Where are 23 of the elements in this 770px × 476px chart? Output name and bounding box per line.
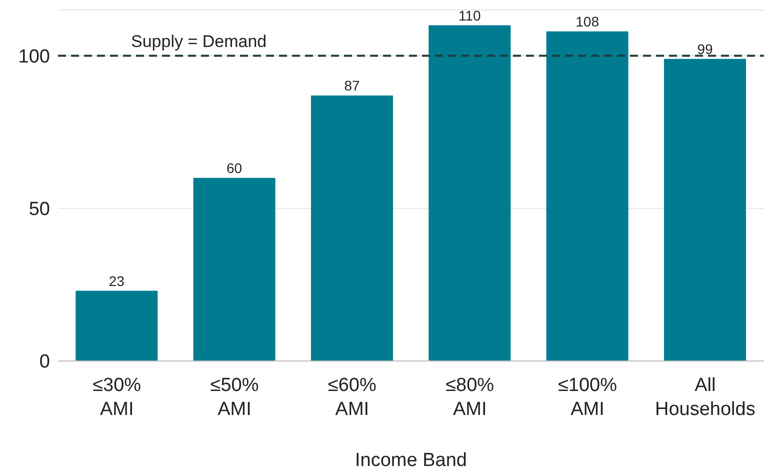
data-label: 99 (697, 40, 713, 57)
bar (428, 25, 511, 361)
x-tick-label: ≤100% AMI (558, 375, 618, 420)
x-tick-label: ≤60% AMI (328, 375, 376, 420)
y-tick-label: 0 (39, 352, 50, 373)
data-label: 23 (108, 272, 125, 289)
x-tick-label: All Households (654, 375, 756, 420)
y-tick-label: 100 (18, 46, 50, 68)
bar (664, 58, 746, 361)
ref-line-label: Supply = Demand (131, 32, 267, 51)
y-tick-label: 50 (28, 199, 50, 220)
data-label: 110 (458, 7, 482, 24)
data-label: 60 (226, 160, 242, 176)
x-tick-label: ≤30% AMI (92, 375, 142, 420)
data-label: 87 (344, 77, 360, 94)
x-tick-label: ≤50% AMI (210, 375, 259, 420)
bar (76, 290, 158, 361)
bar (193, 178, 276, 361)
bar (546, 31, 628, 361)
bar (310, 95, 393, 361)
x-axis-title: Income Band (355, 450, 467, 471)
x-tick-label: ≤80% AMI (446, 375, 494, 420)
data-label: 108 (576, 13, 600, 30)
